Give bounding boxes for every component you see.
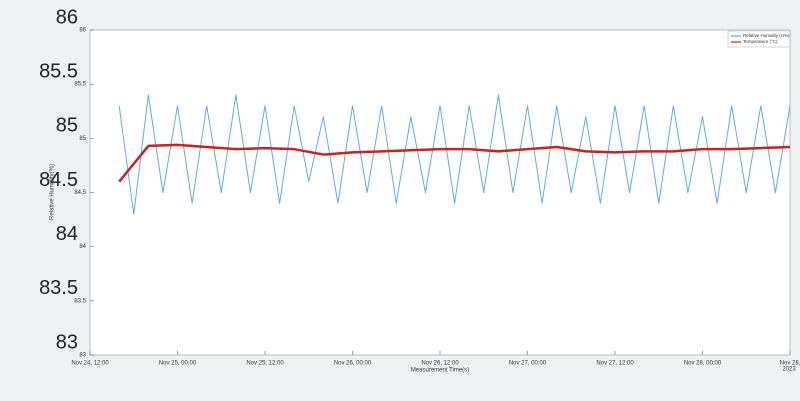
y-tick-label: 84	[79, 244, 86, 250]
y-tick-label-large: 84.5	[39, 169, 78, 191]
series-line	[118, 143, 791, 183]
y-axis-label: Relative Humidity(%)	[50, 164, 56, 220]
x-tick-label: Nov 28,	[780, 361, 800, 367]
x-tick-label: Nov 24, 12:00	[71, 361, 109, 367]
y-tick-label-large: 83.5	[39, 277, 78, 299]
x-axis-label: Measurement Time(s)	[411, 368, 469, 374]
y-tick-label-large: 85.5	[39, 60, 78, 82]
legend-label: Relative Humidity (H%)	[743, 33, 790, 38]
legend-box	[727, 30, 791, 48]
x-tick-label: Nov 25, 00:00	[159, 361, 197, 367]
y-tick-label-large: 85	[56, 115, 78, 137]
y-tick-label: 84.5	[74, 190, 86, 196]
y-tick-label: 85	[79, 136, 86, 142]
series-line	[118, 94, 791, 215]
x-tick-label: Nov 27, 00:00	[509, 361, 547, 367]
x-tick-label: Nov 28, 00:00	[684, 361, 722, 367]
plot-area	[89, 29, 791, 356]
x-tick-label: Nov 26, 12:00	[421, 361, 459, 367]
y-tick-label: 83.5	[74, 298, 86, 304]
y-tick-label: 86	[79, 28, 86, 34]
x-year: 2023	[782, 367, 796, 373]
y-tick-label-large: 86	[56, 6, 78, 28]
legend: Relative Humidity (H%)Temperature (°C)	[727, 30, 791, 48]
y-tick-label: 83	[79, 353, 86, 359]
x-tick-label: Nov 26, 00:00	[334, 361, 372, 367]
y-tick-label-large: 83	[56, 331, 78, 353]
x-tick-label: Nov 25, 12:00	[246, 361, 284, 367]
y-tick-label: 85.5	[74, 82, 86, 88]
legend-label: Temperature (°C)	[743, 39, 778, 44]
y-tick-label-large: 84	[56, 223, 78, 245]
x-tick-label: Nov 27, 12:00	[596, 361, 634, 367]
